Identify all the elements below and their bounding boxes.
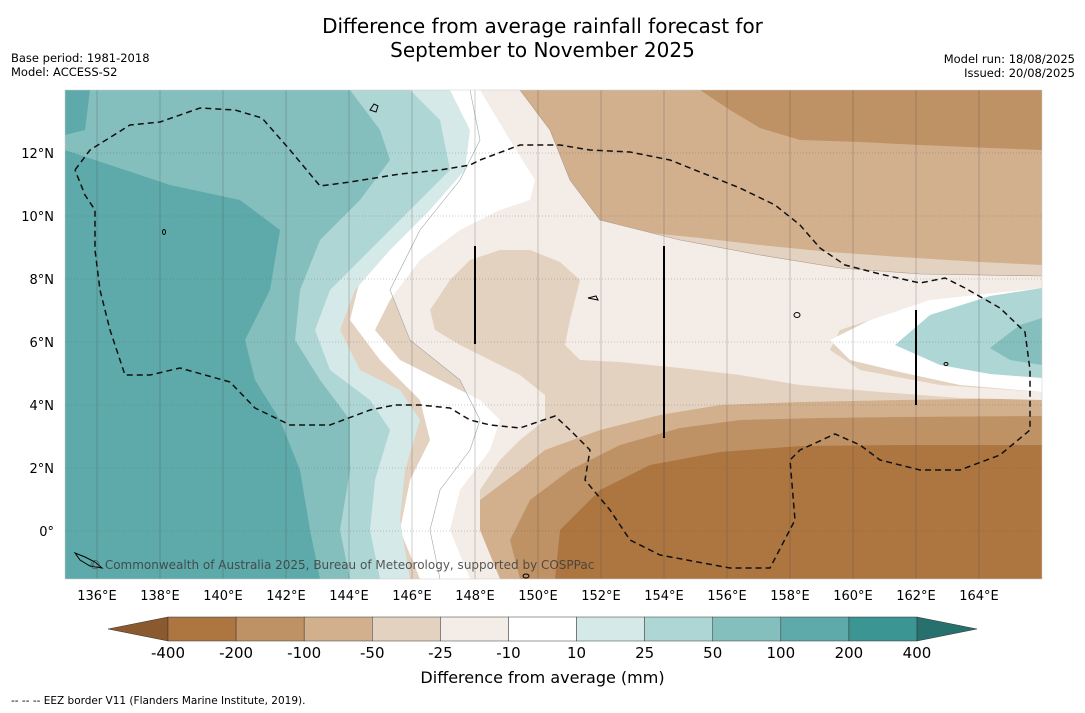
colorbar-label: -50 [360,644,385,662]
lon-label: 154°E [644,589,684,604]
map-plot-area [65,90,1042,579]
lon-label: 150°E [518,589,558,604]
lon-label: 162°E [896,589,936,604]
eez-footnote: -- -- -- EEZ border V11 (Flanders Marine… [11,695,306,707]
lat-label: 0° [39,525,54,540]
colorbar-cell [576,616,645,642]
colorbar-label: -200 [219,644,253,662]
field-plus-200 [65,150,320,579]
field-plus-10 [350,90,535,579]
colorbar-cell [508,616,577,642]
title-line-2: September to November 2025 [390,38,695,62]
lon-label: 140°E [203,589,243,604]
colorbar-label: 400 [903,644,932,662]
model-text: Model: ACCESS-S2 [11,65,118,79]
title-line-1: Difference from average rainfall forecas… [322,14,763,38]
lat-label: 8°N [30,273,55,288]
colorbar-label: 100 [766,644,795,662]
colorbar-cell [372,616,441,642]
base-info: Base period: 1981-2018 Model: ACCESS-S2 [11,51,150,79]
map-title: Difference from average rainfall forecas… [0,14,1085,62]
colorbar-label: 50 [703,644,722,662]
gridlines [65,152,1042,532]
field-plus-200-corner [65,90,90,135]
lon-label: 158°E [770,589,810,604]
lat-label: 12°N [21,147,54,162]
longitude-labels: 136°E 138°E 140°E 142°E 144°E 146°E 148°… [77,589,999,604]
field-plus-100-east [990,318,1042,365]
run-info: Model run: 18/08/2025 Issued: 20/08/2025 [944,52,1075,80]
lon-label: 164°E [959,589,999,604]
lat-label: 2°N [30,462,55,477]
colorbar-cell [235,616,305,642]
field-minus-10 [390,90,1042,579]
lat-label: 10°N [21,210,54,225]
lon-label: 152°E [581,589,621,604]
colorbar-cell [440,616,509,642]
colorbar: -400 -200 -100 -50 -25 -10 10 25 50 100 200 400 [107,616,978,662]
colorbar-arrow-left [107,616,169,642]
colorbar-label: 10 [567,644,586,662]
colorbar-labels: -400 -200 -100 -50 -25 -10 10 25 50 100 200 400 [151,644,931,662]
contour-line [519,90,1042,277]
colorbar-cell [780,616,850,642]
colorbar-cell [848,616,918,642]
lon-label: 156°E [707,589,747,604]
colorbar-cells [167,616,918,642]
base-period-text: Base period: 1981-2018 [11,51,150,65]
colorbar-cell [167,616,237,642]
colorbar-label: -400 [151,644,185,662]
lon-label: 146°E [392,589,432,604]
field-minus-200-south [555,445,1042,579]
colorbar-title: Difference from average (mm) [420,668,665,687]
lon-label: 142°E [266,589,306,604]
colorbar-arrow-right [916,616,978,642]
colorbar-cell [712,616,782,642]
field-plus-100-north [65,90,290,190]
field-minus-200-north [700,90,1042,150]
lon-label: 160°E [833,589,873,604]
latitude-labels: 12°N 10°N 8°N 6°N 4°N 2°N 0° [21,147,54,540]
islands [73,103,949,579]
colorbar-label: 25 [635,644,654,662]
eez-border [74,107,1031,569]
colorbar-label: -10 [496,644,521,662]
colorbar-label: 200 [835,644,864,662]
lon-label: 144°E [329,589,369,604]
lon-label: 138°E [140,589,180,604]
colorbar-label: -100 [287,644,321,662]
contour-line [389,90,481,579]
colorbar-cell [303,616,373,642]
copyright-notice: © Commonwealth of Australia 2025, Bureau… [89,558,595,572]
colorbar-cell [644,616,713,642]
lon-label: 136°E [77,589,117,604]
colorbar-label: -25 [428,644,453,662]
lon-label: 148°E [455,589,495,604]
map-frame [64,89,1043,580]
issued-text: Issued: 20/08/2025 [964,66,1075,80]
model-run-text: Model run: 18/08/2025 [943,52,1075,66]
lat-label: 6°N [30,336,55,351]
lat-label: 4°N [30,399,55,414]
